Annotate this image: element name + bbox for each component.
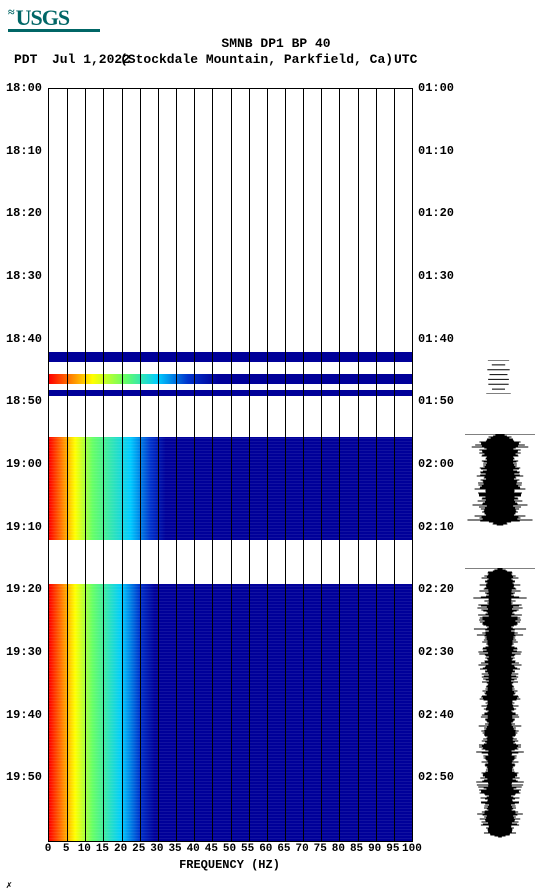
usgs-logo: ≈USGS — [8, 5, 100, 32]
y-tick-left: 19:50 — [0, 770, 42, 784]
x-gridline — [194, 89, 195, 841]
y-tick-left: 19:20 — [0, 582, 42, 596]
y-tick-left: 18:30 — [0, 269, 42, 283]
y-tick-left: 19:40 — [0, 708, 42, 722]
x-tick-label: 30 — [148, 843, 166, 855]
x-tick-label: 75 — [311, 843, 329, 855]
x-gridline — [85, 89, 86, 841]
x-gridline — [339, 89, 340, 841]
x-gridline — [358, 89, 359, 841]
x-gridline — [212, 89, 213, 841]
x-tick-label: 95 — [384, 843, 402, 855]
waveform-strip — [455, 568, 545, 838]
y-tick-right: 02:40 — [418, 708, 458, 722]
y-tick-left: 18:40 — [0, 332, 42, 346]
y-tick-right: 02:50 — [418, 770, 458, 784]
x-tick-label: 70 — [293, 843, 311, 855]
x-tick-label: 0 — [39, 843, 57, 855]
label-utc: UTC — [394, 52, 417, 67]
x-tick-label: 85 — [348, 843, 366, 855]
waveform-strip — [455, 434, 545, 526]
x-axis-label: FREQUENCY (HZ) — [48, 858, 411, 872]
logo-wave-icon: ≈ — [8, 5, 14, 19]
x-tick-label: 80 — [329, 843, 347, 855]
x-gridline — [67, 89, 68, 841]
x-tick-label: 60 — [257, 843, 275, 855]
y-tick-left: 18:10 — [0, 144, 42, 158]
x-tick-label: 25 — [130, 843, 148, 855]
y-tick-right: 01:20 — [418, 206, 458, 220]
logo-text: USGS — [16, 5, 69, 30]
spectrogram-plot — [48, 88, 413, 842]
x-gridline — [158, 89, 159, 841]
x-tick-label: 90 — [366, 843, 384, 855]
label-date: Jul 1,2022 — [52, 52, 130, 67]
y-tick-left: 18:20 — [0, 206, 42, 220]
label-location: (Stockdale Mountain, Parkfield, Ca) — [120, 52, 393, 67]
x-tick-label: 40 — [184, 843, 202, 855]
x-tick-label: 65 — [275, 843, 293, 855]
x-gridline — [176, 89, 177, 841]
y-tick-right: 02:30 — [418, 645, 458, 659]
y-tick-left: 18:50 — [0, 394, 42, 408]
page-root: ≈USGS SMNB DP1 BP 40 PDT Jul 1,2022 (Sto… — [0, 0, 552, 893]
x-tick-label: 5 — [57, 843, 75, 855]
label-pdt: PDT — [14, 52, 37, 67]
x-tick-label: 10 — [75, 843, 93, 855]
x-tick-label: 45 — [202, 843, 220, 855]
corner-marker: ✗ — [6, 880, 12, 892]
x-gridline — [303, 89, 304, 841]
x-gridline — [376, 89, 377, 841]
x-tick-label: 20 — [112, 843, 130, 855]
x-gridline — [249, 89, 250, 841]
y-tick-right: 01:40 — [418, 332, 458, 346]
x-gridline — [231, 89, 232, 841]
y-tick-left: 19:30 — [0, 645, 42, 659]
y-tick-right: 02:00 — [418, 457, 458, 471]
y-tick-right: 01:30 — [418, 269, 458, 283]
y-tick-right: 01:00 — [418, 81, 458, 95]
x-tick-label: 100 — [402, 843, 420, 855]
y-tick-right: 01:10 — [418, 144, 458, 158]
y-tick-left: 19:10 — [0, 520, 42, 534]
waveform-strip — [455, 360, 545, 394]
y-tick-right: 01:50 — [418, 394, 458, 408]
x-tick-label: 35 — [166, 843, 184, 855]
x-tick-label: 15 — [93, 843, 111, 855]
plot-title: SMNB DP1 BP 40 — [0, 36, 552, 51]
x-gridline — [122, 89, 123, 841]
x-tick-label: 55 — [239, 843, 257, 855]
x-gridline — [140, 89, 141, 841]
x-gridline — [285, 89, 286, 841]
y-tick-right: 02:10 — [418, 520, 458, 534]
y-tick-right: 02:20 — [418, 582, 458, 596]
x-tick-label: 50 — [221, 843, 239, 855]
y-tick-left: 18:00 — [0, 81, 42, 95]
y-tick-left: 19:00 — [0, 457, 42, 471]
x-gridline — [321, 89, 322, 841]
x-gridline — [267, 89, 268, 841]
x-gridline — [103, 89, 104, 841]
x-gridline — [394, 89, 395, 841]
